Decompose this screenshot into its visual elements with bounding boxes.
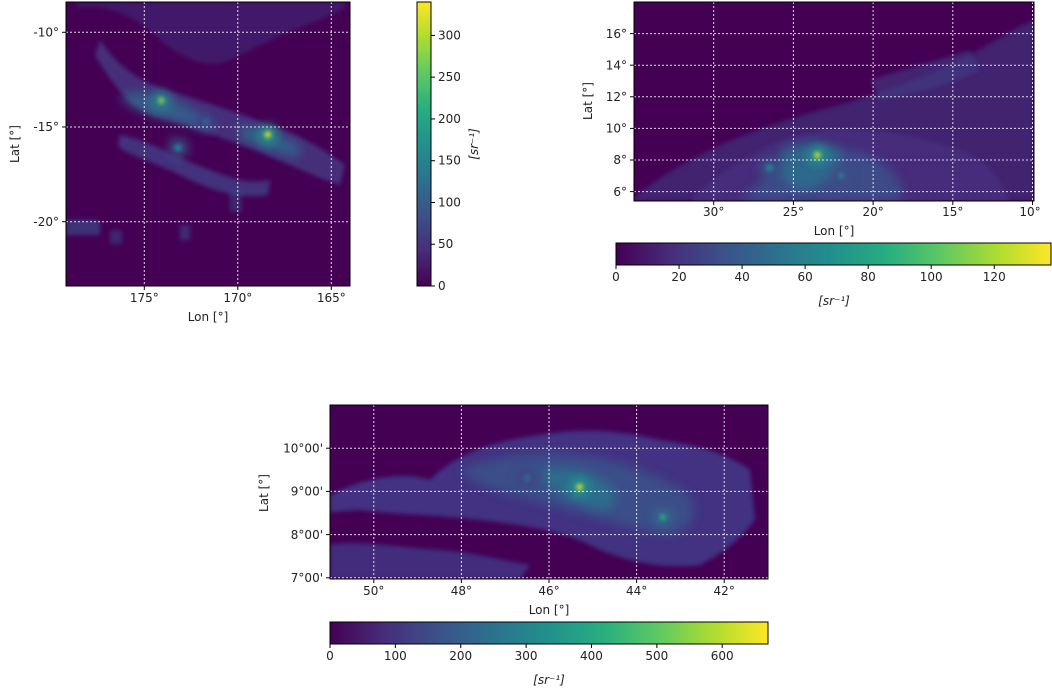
colorbar-tick-label: 400 <box>580 649 603 663</box>
x-tick-label: 48° <box>451 584 472 598</box>
hotspot-peak <box>837 172 845 179</box>
panel-2-hotspots <box>759 145 852 186</box>
hotspot-peak <box>659 514 667 521</box>
colorbar-tick-label: 120 <box>983 270 1006 284</box>
panel-1-colorbar: 0 50 100 150 200 250 300 [sr⁻¹] <box>416 1 481 293</box>
y-tick-label: -15° <box>33 120 59 134</box>
colorbar-tick-label: 60 <box>797 270 812 284</box>
x-tick-label: 175° <box>130 291 159 305</box>
y-tick-label: 10° <box>606 122 627 136</box>
panel-3-grid <box>330 405 768 579</box>
panel-2-y-axis-label: Lat [°] <box>581 82 595 120</box>
colorbar-tick-label: 0 <box>612 270 620 284</box>
colorbar-ticks: 0 20 40 60 80 100 120 <box>612 265 1006 284</box>
panel-3-y-axis-label: Lat [°] <box>257 474 271 512</box>
hotspot-peak <box>576 483 583 491</box>
colorbar-tick-label: 80 <box>861 270 876 284</box>
colorbar-gradient <box>615 242 1052 266</box>
x-tick-label: 15° <box>942 205 963 219</box>
y-tick-label: 8°00' <box>291 528 323 542</box>
colorbar-gradient <box>416 1 432 287</box>
y-tick-label: 9°00' <box>291 485 323 499</box>
colorbar-tick-label: 250 <box>438 70 461 84</box>
colorbar-tick-label: 40 <box>734 270 749 284</box>
y-tick-label: 8° <box>613 153 627 167</box>
panel-2-grid <box>634 2 1034 201</box>
colorbar-tick-label: 200 <box>438 112 461 126</box>
panel-1-y-axis-label: Lat [°] <box>8 125 22 163</box>
colorbar-tick-label: 200 <box>449 649 472 663</box>
colorbar-tick-label: 100 <box>384 649 407 663</box>
panel-1-grid <box>66 2 350 286</box>
panel-1: 175° 170° 165° -10° -15° -20° Lon [°] La… <box>8 1 481 324</box>
panel-3-y-ticks: 10°00' 9°00' 8°00' 7°00' <box>283 441 330 585</box>
panel-1-x-axis-label: Lon [°] <box>188 310 229 324</box>
x-tick-label: 30° <box>703 205 724 219</box>
panel-1-x-ticks: 175° 170° 165° <box>130 286 346 305</box>
x-tick-label: 50° <box>363 584 384 598</box>
y-tick-label: -10° <box>33 26 59 40</box>
colorbar-gradient <box>329 621 769 645</box>
hotspot-peak <box>766 164 773 172</box>
panel-1-density-field <box>66 2 345 244</box>
y-tick-label: 6° <box>613 185 627 199</box>
colorbar-tick-label: 300 <box>438 28 461 42</box>
panel-2: 30° 25° 20° 15° 10° 16° 14° 12° 10° 8° 6… <box>581 1 1052 308</box>
y-tick-label: 7°00' <box>291 571 323 585</box>
hotspot-peak <box>158 97 165 104</box>
colorbar-tick-label: 500 <box>645 649 668 663</box>
x-tick-label: 42° <box>714 584 735 598</box>
colorbar-tick-label: 20 <box>671 270 686 284</box>
colorbar-tick-label: 150 <box>438 154 461 168</box>
colorbar-tick-label: 100 <box>920 270 943 284</box>
panel-3-x-axis-label: Lon [°] <box>529 603 570 617</box>
panel-1-frame <box>65 1 351 287</box>
colorbar-tick-label: 0 <box>326 649 334 663</box>
panel-2-x-ticks: 30° 25° 20° 15° 10° <box>703 201 1041 219</box>
colorbar-ticks: 0 50 100 150 200 250 300 <box>431 28 461 293</box>
panel-1-colorbar-label: [sr⁻¹] <box>467 128 481 160</box>
colorbar-tick-label: 0 <box>438 279 446 293</box>
panel-2-colorbar: 0 20 40 60 80 100 120 [sr⁻¹] <box>612 242 1052 308</box>
x-tick-label: 25° <box>783 205 804 219</box>
panel-3-x-ticks: 50° 48° 46° 44° 42° <box>363 579 735 598</box>
y-tick-label: 12° <box>606 90 627 104</box>
panel-3: 50° 48° 46° 44° 42° 10°00' 9°00' 8°00' 7… <box>257 404 769 687</box>
x-tick-label: 46° <box>538 584 559 598</box>
hotspot-peak <box>202 118 210 125</box>
colorbar-tick-label: 300 <box>515 649 538 663</box>
y-tick-label: 14° <box>606 58 627 72</box>
panel-1-hotspots <box>151 90 278 158</box>
panel-2-x-axis-label: Lon [°] <box>814 224 855 238</box>
colorbar-tick-label: 50 <box>438 237 453 251</box>
colorbar-tick-label: 600 <box>711 649 734 663</box>
x-tick-label: 170° <box>223 291 252 305</box>
x-tick-label: 20° <box>862 205 883 219</box>
panel-3-hotspots <box>517 468 673 528</box>
panel-2-frame <box>633 1 1035 202</box>
colorbar-tick-label: 100 <box>438 195 461 209</box>
colorbar-ticks: 0 100 200 300 400 500 600 <box>326 644 734 663</box>
y-tick-label: -20° <box>33 215 59 229</box>
hotspot-peak <box>264 131 271 138</box>
panel-2-colorbar-label: [sr⁻¹] <box>818 294 850 308</box>
panel-2-y-ticks: 16° 14° 12° 10° 8° 6° <box>606 27 634 199</box>
y-tick-label: 16° <box>606 27 627 41</box>
panel-3-colorbar: 0 100 200 300 400 500 600 [sr⁻¹] <box>326 621 769 687</box>
hotspot-peak <box>814 151 821 159</box>
hotspot-peak <box>523 475 531 482</box>
panel-1-y-ticks: -10° -15° -20° <box>33 26 66 229</box>
hotspot-peak <box>174 144 182 151</box>
x-tick-label: 44° <box>626 584 647 598</box>
y-tick-label: 10°00' <box>283 441 323 455</box>
x-tick-label: 165° <box>317 291 346 305</box>
x-tick-label: 10° <box>1019 205 1040 219</box>
panel-3-colorbar-label: [sr⁻¹] <box>533 673 565 687</box>
